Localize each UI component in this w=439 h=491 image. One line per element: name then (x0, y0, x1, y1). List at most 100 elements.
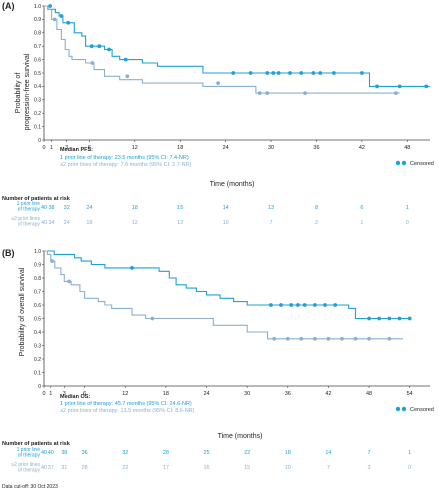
panel-a-risk-value: 12 (177, 220, 183, 226)
panel-b-series-2-censor-mark (313, 336, 317, 341)
panel-a-risk-value: 40 (41, 205, 47, 211)
panel-a-risk-value: 6 (360, 205, 363, 211)
panel-a-risk-title: Number of patients at risk (2, 196, 71, 202)
panel-a-series-1-censor-mark (89, 44, 94, 49)
panel-b-y-tick-label: 0.4 (34, 330, 41, 336)
panel-b-x-tick-label: 48 (366, 391, 372, 397)
panel-b-series-1-censor-mark (387, 316, 392, 321)
panel-a-y-tick-label: 0.7 (34, 44, 41, 50)
panel-b-xlabel: Time (months) (218, 433, 263, 440)
panel-b-risk-value: 28 (163, 450, 169, 456)
panel-b-x-tick-label: 0 (42, 391, 45, 397)
panel-b-y-tick-label: 1.0 (34, 249, 41, 255)
panel-b-series-1-censor-mark (323, 303, 327, 307)
panel-a-series-2-censor-mark (303, 91, 307, 95)
panel-b-risk-value: 38 (61, 450, 67, 456)
panel-a-risk-value: 15 (177, 205, 183, 211)
panel-b-os: (B) Probability of overall survival 0 0.1… (2, 248, 434, 474)
panel-a-series-2-censor-mark (90, 61, 95, 65)
panel-a-series-2-censor-mark (216, 81, 221, 85)
panel-a-risk-value: 18 (132, 205, 138, 211)
panel-a-series-2-censor-mark (265, 91, 270, 95)
panel-b-risk-label: ≥2 prior lines (11, 462, 40, 468)
panel-b-series-1-censor-mark (296, 303, 300, 307)
panel-b-label: (B) (2, 248, 15, 258)
panel-a-risk-label: of therapy (18, 222, 41, 228)
panel-a-x-tick-label: 12 (132, 145, 138, 151)
panel-a-series-1-censor-mark (276, 71, 281, 75)
panel-b-series-2-censor-mark (50, 259, 54, 263)
panel-a-risk-value: 40 (41, 220, 47, 226)
panel-a-series-1-censor-mark (123, 57, 128, 62)
panel-a-risk-value: 2 (315, 220, 318, 226)
panel-a-series-1-censor-mark (288, 71, 292, 75)
panel-a-median-line-2: ≥2 prior lines of therapy: 7.6 months (9… (60, 162, 192, 168)
panel-b-risk-value: 37 (48, 465, 54, 471)
panel-a-x-tick-label: 48 (404, 145, 410, 151)
panel-b-series-1-censor-mark (279, 303, 283, 307)
panel-b-series-1-censor-mark (289, 303, 294, 307)
panel-b-x-tick-label: 3 (63, 391, 66, 397)
panel-a-y-tick-label: 0.5 (34, 71, 41, 77)
panel-a-series-1-censor-mark (311, 71, 316, 75)
panel-b-series-2-censor-mark (150, 316, 155, 321)
panel-a-risk-label: ≥2 prior lines (11, 216, 40, 222)
panel-b-series-2-censor-mark (67, 279, 71, 284)
panel-b-series-2-censor-mark (272, 336, 277, 341)
panel-a-y-tick-label: 0.4 (34, 84, 41, 90)
panel-a-x-tick-label: 0 (42, 145, 45, 151)
panel-a-risk-label: 1 prior line (17, 201, 41, 207)
panel-a-xlabel: Time (months) (210, 181, 255, 188)
panel-a-series (44, 4, 430, 95)
panel-b-series-1-censor-mark (367, 316, 371, 321)
panel-a-axes: 00.10.20.30.40.50.60.70.80.91.00 1 3 6 12 18 2… (34, 4, 430, 151)
panel-b-series-2-censor-mark (367, 336, 371, 341)
panel-b-y-tick-label: 0.2 (34, 357, 41, 363)
panel-b-series-1-censor-mark (407, 316, 412, 321)
panel-a-series-1-censor-mark (97, 44, 102, 49)
panel-b-risk-value: 22 (244, 450, 250, 456)
panel-b-legend-marker-1 (395, 406, 401, 412)
panel-a-series-1-censor-mark (318, 71, 323, 75)
panel-b-x-tick-label: 12 (122, 391, 128, 397)
footnote: Data cut-off: 30 Oct 2023 (2, 484, 58, 490)
panel-b-legend-marker-2 (401, 406, 407, 412)
panel-a-risk-value: 14 (223, 205, 229, 211)
panel-a-legend-marker-2 (401, 160, 407, 166)
panel-b-x-tick-label: 24 (203, 391, 209, 397)
panel-b-y-tick-label: 0.7 (34, 289, 41, 295)
panel-a-x-tick-label: 3 (65, 145, 68, 151)
panel-b-risk-value: 15 (244, 465, 250, 471)
panel-a-x-tick-label: 36 (313, 145, 319, 151)
panel-a-series-1-censor-mark (424, 84, 429, 89)
panel-b-legend-label: Censored (410, 407, 434, 413)
panel-b-x-tick-label: 30 (244, 391, 250, 397)
panel-b-risk-value: 40 (41, 465, 47, 471)
panel-a-median-line-1: 1 prior line of therapy: 23.5 months (95… (60, 155, 189, 161)
panel-b-series-2-censor-mark (285, 336, 290, 341)
panel-a-x-tick-label: 42 (359, 145, 365, 151)
panel-a-risk-value: 34 (49, 220, 55, 226)
panel-b-y-tick-label: 0.5 (34, 316, 41, 322)
panel-b-series-2-censor-mark (353, 336, 358, 341)
panel-b-x-tick-label: 36 (285, 391, 291, 397)
panel-a-risk-value: 24 (86, 205, 92, 211)
panel-a-y-tick-label: 0.3 (34, 98, 41, 104)
panel-b-series-2-censor-mark (299, 336, 304, 341)
panel-a-pfs: (A) Probability of progression-free surv… (2, 1, 434, 228)
panel-a-risk-value: 10 (223, 220, 229, 226)
panel-a-series-1-censor-mark (271, 71, 276, 75)
panel-a-x-tick-label: 1 (50, 145, 53, 151)
panel-a-risk-value: 1 (360, 220, 363, 226)
panel-a-series-1-censor-mark (299, 71, 304, 75)
panel-b-risk-value: 36 (82, 450, 88, 456)
panel-a-series-1-censor-mark (107, 47, 111, 52)
panel-b-risk-value: 32 (122, 450, 128, 456)
panel-b-risk-value: 7 (368, 450, 371, 456)
panel-b-risk-value: 1 (408, 450, 411, 456)
panel-a-x-tick-label: 30 (268, 145, 274, 151)
panel-b-series-2-censor-mark (340, 336, 344, 341)
panel-a-risk-label: of therapy (18, 207, 41, 213)
panel-b-median-line-2: ≥2 prior lines of therapy: 13.5 months (… (60, 408, 195, 414)
